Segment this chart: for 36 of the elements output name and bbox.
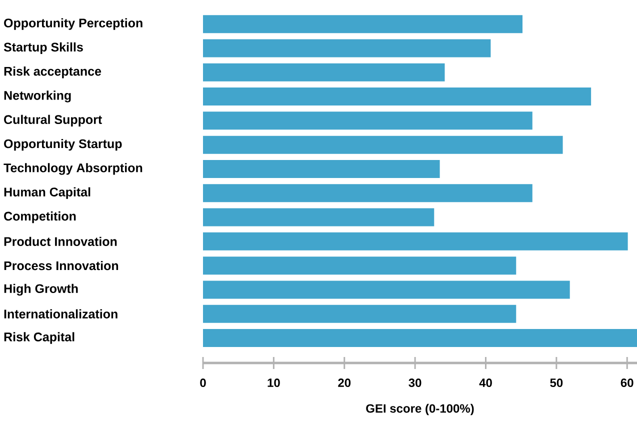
y-tick-label: Process Innovation <box>4 260 118 270</box>
y-tick-label: Internationalization <box>4 309 118 318</box>
bar <box>203 160 440 178</box>
bar <box>203 184 532 202</box>
bar <box>203 112 532 130</box>
y-tick-label: High Growth <box>4 284 78 296</box>
x-tick-label: 60 <box>620 378 634 388</box>
bar <box>203 232 628 250</box>
x-tick-label: 40 <box>479 378 492 388</box>
y-tick-label: Opportunity Startup <box>4 138 122 151</box>
y-tick-label: Networking <box>4 90 71 102</box>
x-tick-label: 10 <box>268 378 280 388</box>
y-tick-label: Human Capital <box>4 187 90 199</box>
x-tick-label: 20 <box>338 378 351 388</box>
x-tick-label: 0 <box>200 378 206 388</box>
x-tick-label: 50 <box>550 378 563 388</box>
y-tick-label: Cultural Support <box>4 114 102 126</box>
y-tick-label: Risk Capital <box>4 332 74 344</box>
bar <box>203 304 516 323</box>
y-tick-label: Competition <box>4 211 76 224</box>
y-tick-label: Risk acceptance <box>4 66 102 78</box>
bar <box>203 280 570 299</box>
bar <box>203 39 491 58</box>
y-tick-label: Startup Skills <box>4 42 83 54</box>
bar <box>203 15 522 34</box>
y-tick-label: Opportunity Perception <box>4 18 142 30</box>
bar <box>203 136 563 154</box>
x-axis-title: GEI score (0-100%) <box>366 404 474 416</box>
bar <box>203 208 434 226</box>
bar <box>203 329 637 348</box>
x-tick-label: 30 <box>408 378 422 388</box>
bar <box>203 88 592 106</box>
bar <box>203 256 516 275</box>
y-tick-label: Product Innovation <box>4 236 117 246</box>
bar <box>203 63 445 82</box>
y-tick-label: Technology Absorption <box>4 163 142 175</box>
